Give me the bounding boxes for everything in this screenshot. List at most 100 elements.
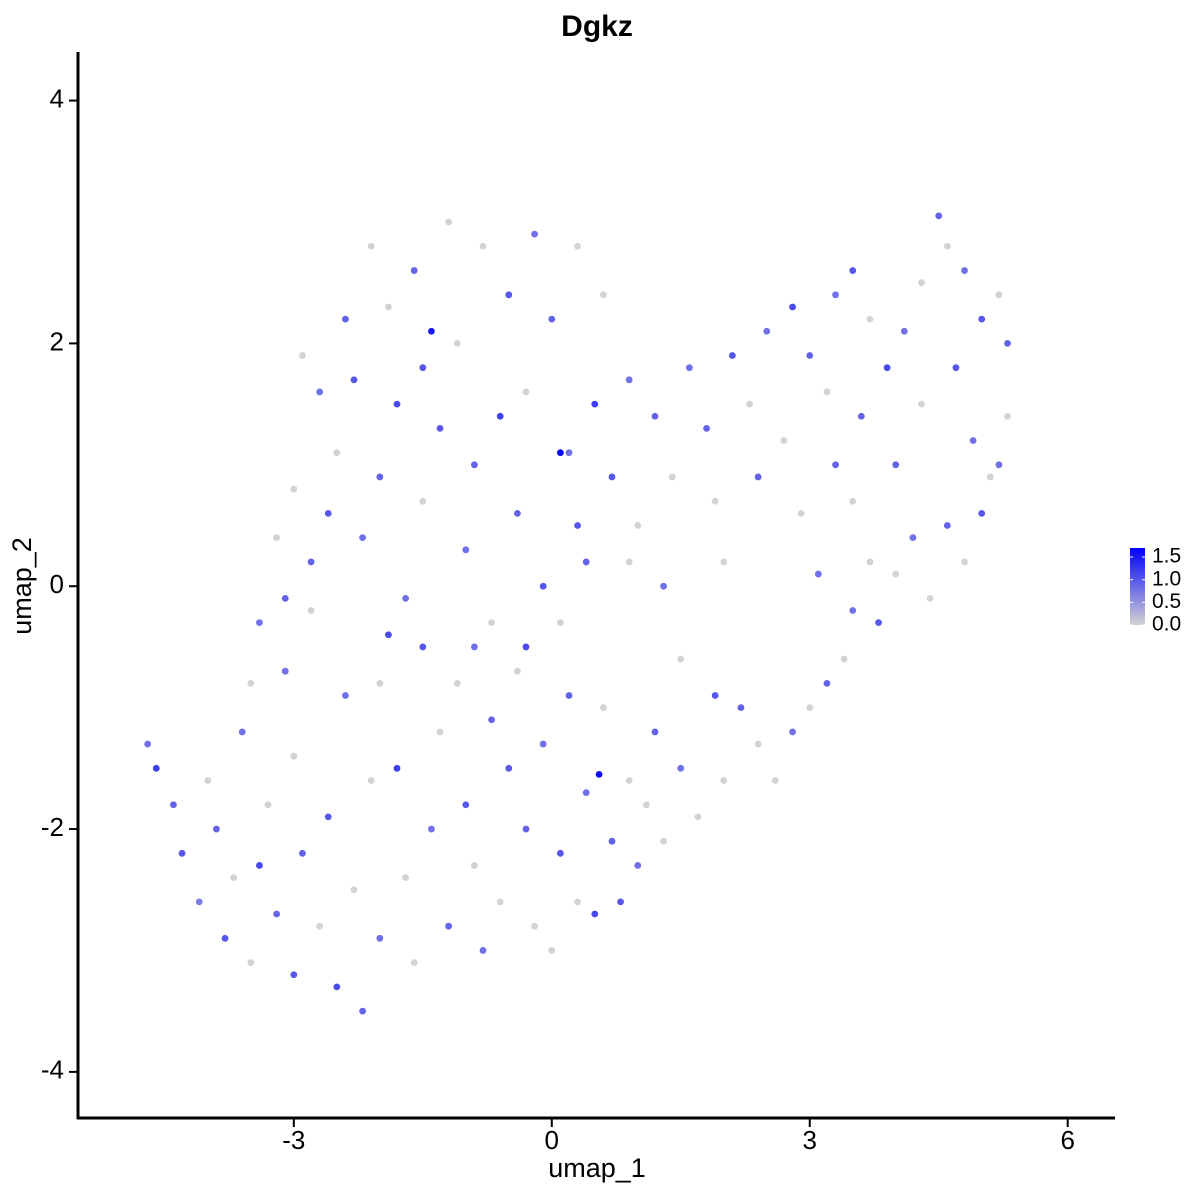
y-axis-label: umap_2 <box>7 537 37 635</box>
point <box>857 412 865 420</box>
point <box>359 1007 367 1015</box>
point <box>230 874 238 882</box>
point <box>488 716 495 724</box>
point <box>728 352 736 359</box>
point <box>806 704 814 712</box>
point <box>410 959 418 966</box>
point <box>281 594 289 602</box>
point <box>539 740 547 748</box>
point <box>883 364 891 372</box>
point <box>720 777 728 784</box>
point <box>316 388 324 396</box>
point <box>591 910 599 918</box>
point <box>419 643 427 651</box>
point <box>1004 412 1011 420</box>
point <box>625 777 633 784</box>
point <box>290 752 298 760</box>
point <box>479 947 487 954</box>
point <box>342 315 349 323</box>
point <box>866 315 874 323</box>
point <box>522 388 530 396</box>
point <box>505 764 513 772</box>
colorbar-tick-label: 1.0 <box>1152 567 1181 590</box>
point <box>574 898 581 906</box>
point <box>591 400 599 408</box>
point <box>608 837 616 845</box>
point <box>642 801 650 809</box>
point <box>574 242 581 250</box>
point <box>892 461 900 469</box>
x-tick-label: 3 <box>803 1125 817 1155</box>
point <box>273 910 281 918</box>
point <box>522 825 530 833</box>
point <box>238 728 246 736</box>
point <box>513 509 521 517</box>
point <box>685 364 693 372</box>
point <box>256 619 263 627</box>
point <box>668 473 676 481</box>
point <box>677 655 685 663</box>
point <box>307 558 315 566</box>
y-tick-label: 0 <box>50 569 64 599</box>
point <box>961 558 968 566</box>
point <box>488 619 495 627</box>
point <box>548 315 556 323</box>
y-tick-label: -4 <box>41 1055 64 1085</box>
point <box>496 898 504 906</box>
point <box>634 862 642 869</box>
point <box>256 862 263 869</box>
point <box>814 570 822 578</box>
point <box>436 424 444 432</box>
point <box>264 801 272 809</box>
point <box>316 922 324 930</box>
point <box>943 522 951 529</box>
point <box>754 473 762 481</box>
colorbar-gradient <box>1130 548 1145 625</box>
point <box>582 558 590 566</box>
point <box>539 582 547 590</box>
point <box>909 534 917 542</box>
point <box>978 509 986 517</box>
colorbar: 0.00.51.01.5 <box>1130 545 1181 636</box>
point <box>780 437 788 444</box>
point <box>402 874 410 882</box>
point <box>952 364 960 372</box>
colorbar-tick-label: 0.0 <box>1152 613 1181 636</box>
point <box>832 461 839 469</box>
point <box>221 934 229 942</box>
y-tick-label: 2 <box>50 326 64 356</box>
point <box>806 352 814 359</box>
point <box>342 692 349 699</box>
point <box>823 388 831 396</box>
point <box>849 497 857 505</box>
x-tick-label: 0 <box>545 1125 559 1155</box>
point <box>660 582 667 590</box>
point <box>599 704 607 712</box>
point <box>470 862 478 869</box>
point <box>281 667 289 675</box>
point <box>595 771 603 778</box>
point <box>419 497 427 505</box>
point <box>385 303 392 311</box>
point <box>367 777 375 784</box>
point <box>195 898 203 906</box>
point <box>385 631 392 639</box>
point <box>926 594 934 602</box>
point <box>651 728 659 736</box>
x-tick-label: -3 <box>282 1125 305 1155</box>
point <box>608 473 616 481</box>
point <box>711 692 719 699</box>
point <box>410 267 418 274</box>
point <box>556 849 564 857</box>
point <box>986 473 994 481</box>
point <box>797 509 805 517</box>
point <box>428 327 435 335</box>
point <box>548 947 556 954</box>
point <box>823 679 831 687</box>
point <box>333 983 341 991</box>
point <box>204 777 212 784</box>
point <box>273 534 281 542</box>
point <box>625 376 633 384</box>
point <box>789 728 796 736</box>
point <box>918 400 925 408</box>
